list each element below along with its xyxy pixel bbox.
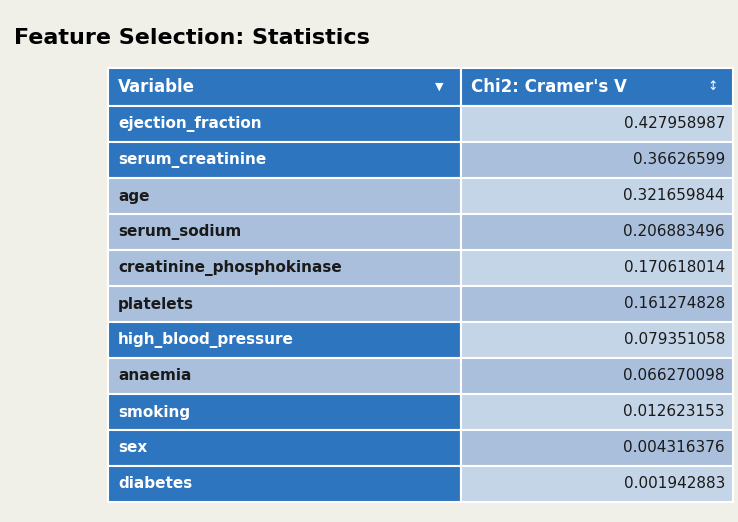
Bar (461, 68, 733, 106)
Bar (108, 286, 461, 322)
Text: creatinine_phosphokinase: creatinine_phosphokinase (118, 260, 342, 276)
Bar (461, 106, 733, 142)
Text: 0.079351058: 0.079351058 (624, 333, 725, 348)
Text: 0.004316376: 0.004316376 (624, 441, 725, 456)
Text: 0.001942883: 0.001942883 (624, 477, 725, 492)
Bar (108, 250, 461, 286)
Bar (461, 214, 733, 250)
Text: Variable: Variable (118, 78, 195, 96)
Bar (461, 178, 733, 214)
Bar (461, 286, 733, 322)
Text: 0.161274828: 0.161274828 (624, 296, 725, 312)
Bar (461, 430, 733, 466)
Bar (461, 394, 733, 430)
Text: age: age (118, 188, 150, 204)
Bar (461, 466, 733, 502)
Bar (108, 142, 461, 178)
Bar (108, 394, 461, 430)
Bar (108, 466, 461, 502)
Text: anaemia: anaemia (118, 369, 191, 384)
Bar (461, 142, 733, 178)
Bar (461, 358, 733, 394)
Text: 0.066270098: 0.066270098 (624, 369, 725, 384)
Text: smoking: smoking (118, 405, 190, 420)
Text: ejection_fraction: ejection_fraction (118, 116, 262, 132)
Bar (108, 358, 461, 394)
Text: serum_sodium: serum_sodium (118, 224, 241, 240)
Bar (108, 214, 461, 250)
Text: ▼: ▼ (435, 82, 444, 92)
Text: 0.321659844: 0.321659844 (624, 188, 725, 204)
Text: Chi2: Cramer's V: Chi2: Cramer's V (471, 78, 627, 96)
Text: Feature Selection: Statistics: Feature Selection: Statistics (14, 28, 370, 48)
Bar (461, 322, 733, 358)
Text: ↕: ↕ (708, 80, 718, 93)
Text: diabetes: diabetes (118, 477, 193, 492)
Text: platelets: platelets (118, 296, 194, 312)
Bar (108, 430, 461, 466)
Text: serum_creatinine: serum_creatinine (118, 152, 266, 168)
Bar (461, 250, 733, 286)
Text: 0.427958987: 0.427958987 (624, 116, 725, 132)
Text: sex: sex (118, 441, 148, 456)
Text: 0.170618014: 0.170618014 (624, 260, 725, 276)
Text: 0.36626599: 0.36626599 (632, 152, 725, 168)
Text: 0.012623153: 0.012623153 (624, 405, 725, 420)
Text: high_blood_pressure: high_blood_pressure (118, 332, 294, 348)
Bar (108, 68, 461, 106)
Bar (108, 178, 461, 214)
Bar (108, 322, 461, 358)
Text: 0.206883496: 0.206883496 (624, 224, 725, 240)
Bar (108, 106, 461, 142)
